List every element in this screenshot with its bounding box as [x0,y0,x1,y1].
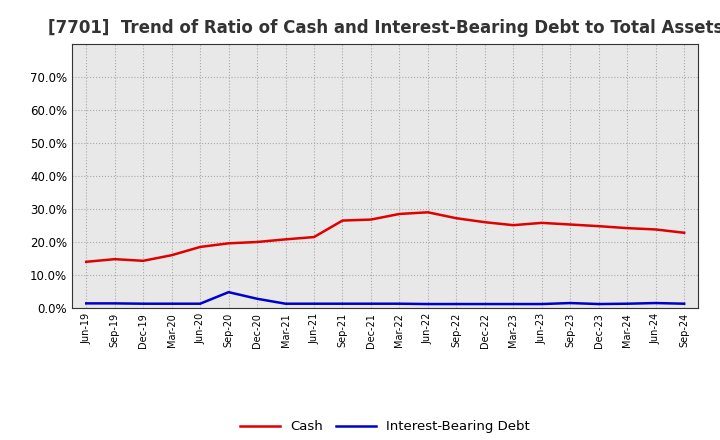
Title: [7701]  Trend of Ratio of Cash and Interest-Bearing Debt to Total Assets: [7701] Trend of Ratio of Cash and Intere… [48,19,720,37]
Cash [110,257,119,262]
Interest-Bearing Debt [537,301,546,307]
Interest-Bearing Debt [480,301,489,307]
Cash [395,211,404,216]
Interest-Bearing Debt [310,301,318,306]
Interest-Bearing Debt [623,301,631,306]
Interest-Bearing Debt [196,301,204,306]
Cash [423,210,432,215]
Interest-Bearing Debt [680,301,688,306]
Interest-Bearing Debt [139,301,148,306]
Interest-Bearing Debt [82,301,91,306]
Interest-Bearing Debt [452,301,461,307]
Cash [452,216,461,221]
Cash [82,259,91,264]
Interest-Bearing Debt [595,301,603,307]
Interest-Bearing Debt [395,301,404,306]
Cash [282,237,290,242]
Cash [509,223,518,228]
Line: Interest-Bearing Debt: Interest-Bearing Debt [86,292,684,304]
Cash [253,239,261,245]
Cash [623,225,631,231]
Cash [480,220,489,225]
Interest-Bearing Debt [167,301,176,306]
Legend: Cash, Interest-Bearing Debt: Cash, Interest-Bearing Debt [235,415,536,439]
Interest-Bearing Debt [282,301,290,306]
Cash [537,220,546,225]
Interest-Bearing Debt [509,301,518,307]
Interest-Bearing Debt [253,296,261,301]
Cash [310,235,318,240]
Interest-Bearing Debt [110,301,119,306]
Interest-Bearing Debt [566,301,575,306]
Interest-Bearing Debt [225,290,233,295]
Interest-Bearing Debt [338,301,347,306]
Interest-Bearing Debt [423,301,432,307]
Cash [652,227,660,232]
Cash [167,253,176,258]
Interest-Bearing Debt [366,301,375,306]
Line: Cash: Cash [86,213,684,262]
Cash [139,258,148,264]
Cash [366,217,375,222]
Interest-Bearing Debt [652,301,660,306]
Cash [566,222,575,227]
Cash [338,218,347,223]
Cash [225,241,233,246]
Cash [196,244,204,249]
Cash [595,224,603,229]
Cash [680,230,688,235]
